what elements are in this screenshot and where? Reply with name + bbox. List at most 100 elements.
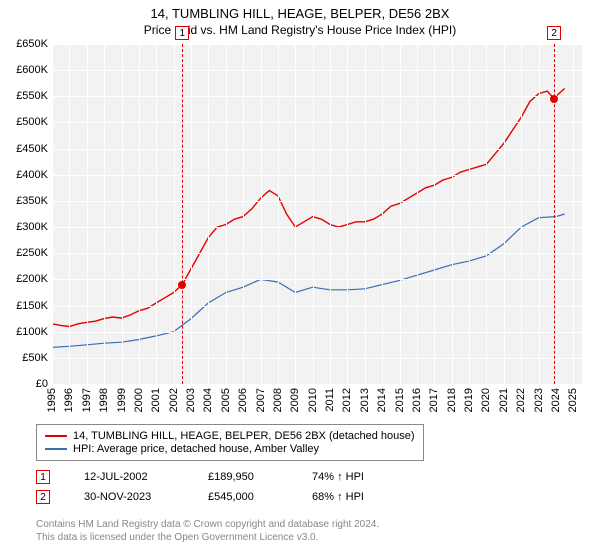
x-tick-label: 2003 xyxy=(185,388,197,412)
y-tick-label: £50K xyxy=(22,352,48,364)
chart-area: £0£50K£100K£150K£200K£250K£300K£350K£400… xyxy=(0,44,600,414)
x-tick-label: 2010 xyxy=(307,388,319,412)
gridline-v xyxy=(87,44,88,384)
chart-container: 14, TUMBLING HILL, HEAGE, BELPER, DE56 2… xyxy=(0,0,600,560)
gridline-h xyxy=(52,306,582,307)
gridline-h xyxy=(52,279,582,280)
sale-marker-box: 2 xyxy=(547,26,561,40)
gridline-h xyxy=(52,122,582,123)
x-tick-label: 1995 xyxy=(46,388,58,412)
sale-row-marker: 1 xyxy=(36,470,50,484)
gridline-h xyxy=(52,96,582,97)
x-tick-label: 2014 xyxy=(376,388,388,412)
x-axis: 1995199619971998199920002001200220032004… xyxy=(52,384,582,414)
x-tick-label: 2001 xyxy=(150,388,162,412)
gridline-h xyxy=(52,332,582,333)
gridline-h xyxy=(52,149,582,150)
gridline-v xyxy=(347,44,348,384)
gridline-v xyxy=(52,44,53,384)
y-tick-label: £400K xyxy=(16,169,48,181)
legend-label: HPI: Average price, detached house, Ambe… xyxy=(73,443,319,455)
gridline-h xyxy=(52,175,582,176)
x-tick-label: 2022 xyxy=(515,388,527,412)
gridline-v xyxy=(313,44,314,384)
gridline-v xyxy=(573,44,574,384)
gridline-v xyxy=(382,44,383,384)
gridline-v xyxy=(261,44,262,384)
x-tick-label: 2021 xyxy=(498,388,510,412)
sale-date: 12-JUL-2002 xyxy=(84,471,174,483)
chart-title: 14, TUMBLING HILL, HEAGE, BELPER, DE56 2… xyxy=(0,0,600,21)
x-tick-label: 2018 xyxy=(446,388,458,412)
x-tick-label: 2000 xyxy=(133,388,145,412)
x-tick-label: 2019 xyxy=(463,388,475,412)
sale-date: 30-NOV-2023 xyxy=(84,491,174,503)
footer-line: This data is licensed under the Open Gov… xyxy=(36,531,379,544)
gridline-v xyxy=(139,44,140,384)
gridline-h xyxy=(52,201,582,202)
x-tick-label: 2011 xyxy=(324,388,336,412)
gridline-h xyxy=(52,227,582,228)
legend-swatch xyxy=(45,448,67,450)
y-tick-label: £250K xyxy=(16,247,48,259)
gridline-v xyxy=(434,44,435,384)
gridline-v xyxy=(504,44,505,384)
x-tick-label: 2004 xyxy=(202,388,214,412)
gridline-v xyxy=(208,44,209,384)
x-tick-label: 2008 xyxy=(272,388,284,412)
x-tick-label: 1996 xyxy=(63,388,75,412)
plot-area: 12 xyxy=(52,44,582,384)
gridline-v xyxy=(226,44,227,384)
x-tick-label: 2025 xyxy=(567,388,579,412)
x-tick-label: 2015 xyxy=(394,388,406,412)
y-tick-label: £450K xyxy=(16,143,48,155)
sale-price: £545,000 xyxy=(208,491,278,503)
gridline-v xyxy=(156,44,157,384)
y-tick-label: £300K xyxy=(16,221,48,233)
gridline-v xyxy=(452,44,453,384)
sale-row: 230-NOV-2023£545,00068% ↑ HPI xyxy=(36,490,392,504)
y-tick-label: £150K xyxy=(16,300,48,312)
sale-point-dot xyxy=(550,95,558,103)
gridline-v xyxy=(295,44,296,384)
y-tick-label: £550K xyxy=(16,90,48,102)
y-tick-label: £350K xyxy=(16,195,48,207)
y-tick-label: £200K xyxy=(16,273,48,285)
sale-point-dot xyxy=(178,281,186,289)
y-tick-label: £650K xyxy=(16,38,48,50)
gridline-v xyxy=(400,44,401,384)
sale-price: £189,950 xyxy=(208,471,278,483)
gridline-v xyxy=(521,44,522,384)
gridline-h xyxy=(52,358,582,359)
legend-item: HPI: Average price, detached house, Ambe… xyxy=(45,443,415,455)
x-tick-label: 2020 xyxy=(480,388,492,412)
legend: 14, TUMBLING HILL, HEAGE, BELPER, DE56 2… xyxy=(36,424,424,461)
gridline-v xyxy=(174,44,175,384)
line-series xyxy=(52,44,582,384)
legend-item: 14, TUMBLING HILL, HEAGE, BELPER, DE56 2… xyxy=(45,430,415,442)
footer-attribution: Contains HM Land Registry data © Crown c… xyxy=(36,518,379,544)
y-axis: £0£50K£100K£150K£200K£250K£300K£350K£400… xyxy=(0,44,52,384)
legend-swatch xyxy=(45,435,67,437)
gridline-v xyxy=(469,44,470,384)
x-tick-label: 1997 xyxy=(81,388,93,412)
gridline-v xyxy=(122,44,123,384)
y-tick-label: £600K xyxy=(16,64,48,76)
x-tick-label: 2005 xyxy=(220,388,232,412)
x-tick-label: 2013 xyxy=(359,388,371,412)
gridline-v xyxy=(417,44,418,384)
x-tick-label: 2006 xyxy=(237,388,249,412)
series-line xyxy=(52,89,565,327)
gridline-v xyxy=(243,44,244,384)
gridline-v xyxy=(278,44,279,384)
gridline-h xyxy=(52,253,582,254)
chart-subtitle: Price paid vs. HM Land Registry's House … xyxy=(0,21,600,41)
x-tick-label: 2024 xyxy=(550,388,562,412)
gridline-v xyxy=(69,44,70,384)
y-tick-label: £500K xyxy=(16,116,48,128)
gridline-v xyxy=(191,44,192,384)
sale-row-marker: 2 xyxy=(36,490,50,504)
x-tick-label: 1999 xyxy=(116,388,128,412)
gridline-v xyxy=(539,44,540,384)
x-tick-label: 2002 xyxy=(168,388,180,412)
